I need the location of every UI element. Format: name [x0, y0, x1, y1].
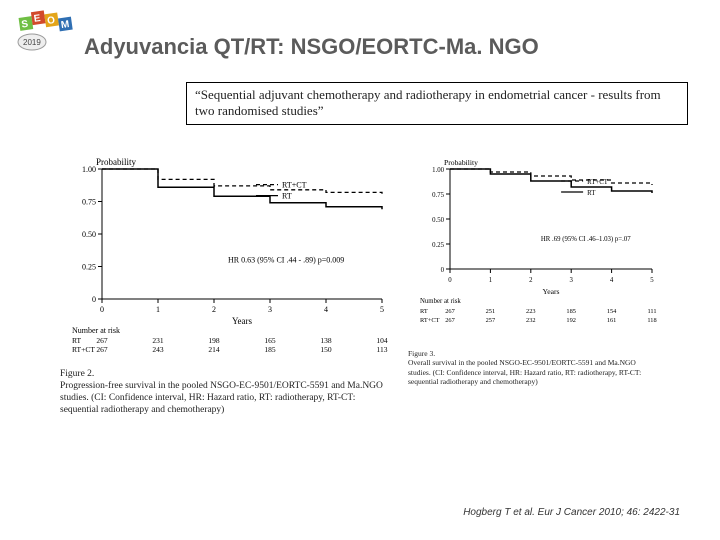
svg-text:Number at risk: Number at risk	[72, 326, 120, 335]
svg-text:1: 1	[156, 305, 160, 314]
logo-letter-m: M	[60, 19, 70, 31]
svg-text:2: 2	[529, 277, 533, 284]
svg-text:198: 198	[208, 336, 220, 345]
svg-text:0: 0	[92, 295, 96, 304]
svg-text:267: 267	[445, 308, 455, 315]
logo-svg: S E O M 2019	[14, 8, 74, 56]
svg-text:RT+CT: RT+CT	[587, 179, 609, 186]
svg-text:RT+CT: RT+CT	[420, 317, 440, 324]
svg-text:0.50: 0.50	[82, 230, 96, 239]
svg-text:RT: RT	[587, 190, 596, 197]
svg-text:243: 243	[152, 345, 164, 354]
svg-text:RT: RT	[72, 336, 82, 345]
logo: S E O M 2019	[14, 8, 74, 61]
svg-text:0.50: 0.50	[432, 217, 444, 224]
svg-text:1: 1	[489, 277, 492, 284]
svg-text:1.00: 1.00	[432, 167, 444, 174]
svg-text:Years: Years	[232, 316, 253, 326]
svg-text:232: 232	[526, 317, 536, 324]
svg-text:185: 185	[566, 308, 576, 315]
svg-text:0: 0	[448, 277, 452, 284]
svg-text:3: 3	[268, 305, 272, 314]
svg-text:150: 150	[320, 345, 332, 354]
svg-text:223: 223	[526, 308, 536, 315]
study-quote-box: “Sequential adjuvant chemotherapy and ra…	[186, 82, 688, 125]
svg-text:251: 251	[486, 308, 496, 315]
svg-text:HR .69 (95% CI .46–1.03) p=.07: HR .69 (95% CI .46–1.03) p=.07	[541, 236, 631, 243]
svg-text:0: 0	[100, 305, 104, 314]
svg-text:2: 2	[212, 305, 216, 314]
svg-text:0.25: 0.25	[432, 242, 444, 249]
svg-text:185: 185	[264, 345, 276, 354]
svg-text:Probability: Probability	[96, 157, 136, 167]
svg-text:118: 118	[647, 317, 656, 324]
svg-text:192: 192	[566, 317, 576, 324]
svg-text:165: 165	[264, 336, 276, 345]
svg-text:3: 3	[569, 277, 573, 284]
svg-text:154: 154	[607, 308, 617, 315]
os-caption: Figure 3. Overall survival in the pooled…	[408, 349, 660, 387]
svg-text:4: 4	[324, 305, 328, 314]
svg-text:RT: RT	[282, 192, 292, 201]
svg-text:0.75: 0.75	[432, 192, 444, 199]
figure-os: Probability 0 0.25 0.50 0.75 1.00 0 1 2 3 4 5 Years R…	[408, 155, 660, 445]
svg-text:138: 138	[320, 336, 332, 345]
svg-text:257: 257	[486, 317, 496, 324]
svg-text:RT+CT: RT+CT	[72, 345, 95, 354]
svg-text:0.75: 0.75	[82, 198, 96, 207]
slide-title: Adyuvancia QT/RT: NSGO/EORTC-Ma. NGO	[84, 34, 539, 60]
svg-text:231: 231	[152, 336, 164, 345]
svg-text:214: 214	[208, 345, 220, 354]
svg-text:161: 161	[607, 317, 617, 324]
pfs-caption: Figure 2. Progression-free survival in t…	[60, 369, 390, 417]
svg-text:1.00: 1.00	[82, 165, 96, 174]
logo-badge-text: 2019	[23, 38, 41, 47]
figures-row: Probability 0 0.25 0.50 0.75 1.00 0 1 2 3 4 5 Years R…	[60, 155, 660, 445]
svg-text:4: 4	[610, 277, 614, 284]
svg-text:0.25: 0.25	[82, 263, 96, 272]
svg-text:RT: RT	[420, 308, 428, 315]
svg-text:5: 5	[380, 305, 384, 314]
svg-text:111: 111	[647, 308, 656, 315]
citation: Hogberg T et al. Eur J Cancer 2010; 46: …	[463, 507, 680, 518]
svg-text:113: 113	[377, 345, 388, 354]
svg-text:HR 0.63 (95% CI .44 - .89) p=0: HR 0.63 (95% CI .44 - .89) p=0.009	[228, 256, 344, 265]
svg-text:Number at risk: Number at risk	[420, 298, 461, 305]
svg-text:RT+CT: RT+CT	[282, 181, 307, 190]
pfs-chart: Probability 0 0.25 0.50 0.75 1.00 0 1 2 3 4 5 Years R…	[60, 155, 390, 365]
svg-text:267: 267	[96, 336, 108, 345]
os-chart: Probability 0 0.25 0.50 0.75 1.00 0 1 2 3 4 5 Years R…	[408, 155, 660, 345]
svg-text:0: 0	[441, 267, 445, 274]
figure-pfs: Probability 0 0.25 0.50 0.75 1.00 0 1 2 3 4 5 Years R…	[60, 155, 390, 445]
svg-text:Probability: Probability	[444, 158, 478, 167]
svg-text:5: 5	[650, 277, 654, 284]
svg-text:104: 104	[376, 336, 388, 345]
svg-text:267: 267	[96, 345, 108, 354]
svg-text:267: 267	[445, 317, 455, 324]
svg-text:Years: Years	[542, 287, 559, 296]
